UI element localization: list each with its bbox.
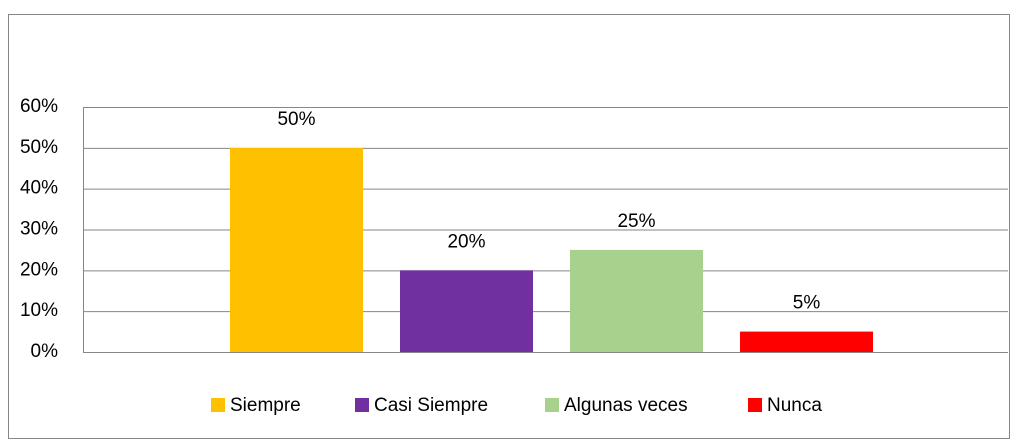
legend-label: Casi Siempre	[374, 395, 488, 416]
legend-label: Siempre	[230, 395, 301, 416]
bar	[570, 249, 703, 352]
bar	[230, 147, 363, 352]
bar	[740, 331, 873, 352]
legend-label: Algunas veces	[564, 395, 688, 416]
y-tick-label: 30%	[20, 219, 58, 240]
y-tick-label: 60%	[20, 96, 58, 117]
data-label: 50%	[277, 109, 315, 130]
y-tick-label: 50%	[20, 137, 58, 158]
y-tick-label: 0%	[31, 341, 59, 362]
chart-frame	[8, 14, 1010, 439]
bar	[400, 270, 533, 352]
y-tick-label: 40%	[20, 178, 58, 199]
data-label: 5%	[793, 293, 821, 314]
legend-label: Nunca	[767, 395, 822, 416]
legend-swatch	[545, 398, 559, 412]
legend-swatch	[211, 398, 225, 412]
legend-swatch	[355, 398, 369, 412]
data-label: 25%	[617, 211, 655, 232]
y-tick-label: 10%	[20, 300, 58, 321]
data-label: 20%	[447, 231, 485, 252]
legend-swatch	[748, 398, 762, 412]
y-tick-label: 20%	[20, 259, 58, 280]
